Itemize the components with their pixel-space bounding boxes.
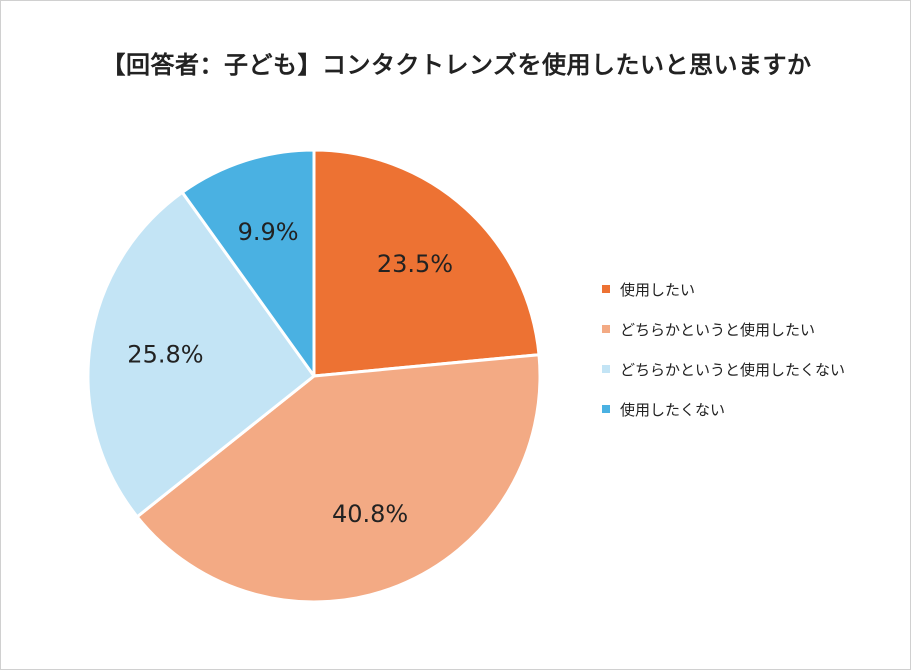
- legend-swatch: [602, 365, 610, 373]
- legend-item-2: どちらかというと使用したい: [602, 319, 845, 339]
- legend-label: どちらかというと使用したい: [620, 320, 816, 339]
- pie-slice-1: [312, 148, 541, 378]
- legend-swatch: [602, 405, 610, 413]
- legend-swatch: [602, 325, 610, 333]
- pie-slice-4: [180, 148, 316, 378]
- legend-label: 使用したい: [620, 280, 696, 299]
- pie-slice-3: [86, 190, 316, 519]
- legend-item-1: 使用したい: [602, 279, 845, 299]
- pie-slices: [86, 148, 542, 604]
- data-label-4: 9.9%: [238, 218, 299, 246]
- data-label-2: 40.8%: [332, 500, 408, 528]
- chart-title: 【回答者：子ども】コンタクトレンズを使用したいと思いますか: [101, 51, 812, 79]
- data-label-1: 23.5%: [377, 250, 453, 278]
- pie-slice-2: [135, 353, 542, 604]
- legend-item-3: どちらかというと使用したくない: [602, 359, 845, 379]
- legend-label: 使用したくない: [620, 400, 726, 419]
- legend-label: どちらかというと使用したくない: [620, 360, 846, 379]
- chart-legend: 使用したいどちらかというと使用したいどちらかというと使用したくない 使用したくない: [602, 279, 845, 439]
- legend-item-4: 使用したくない: [602, 399, 845, 419]
- legend-swatch: [602, 285, 610, 293]
- pie-data-labels: 23.5% 40.8% 25.8% 9.9%: [127, 218, 453, 528]
- data-label-3: 25.8%: [127, 340, 203, 368]
